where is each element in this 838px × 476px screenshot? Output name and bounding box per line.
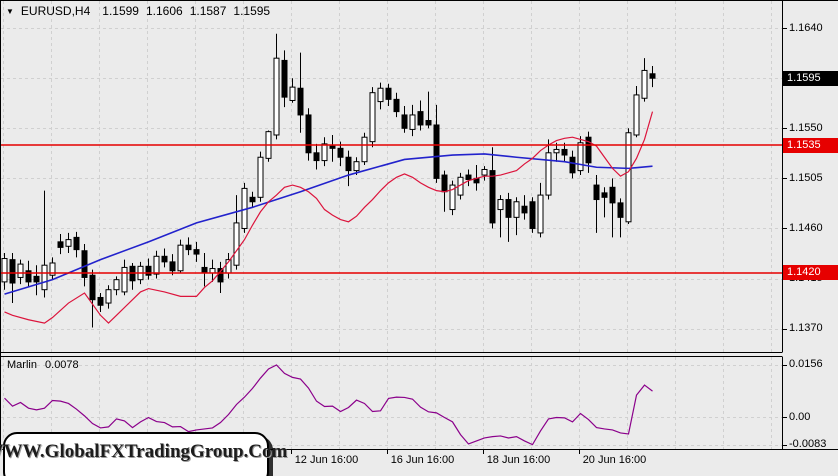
time-tick-label: 18 Jun 16:00 bbox=[486, 454, 551, 466]
price-tick-label: 1.1550 bbox=[789, 121, 823, 134]
watermark-badge: WWW.GlobalFXTradingGroup.Com bbox=[0, 432, 287, 476]
price-tick-label: 1.1640 bbox=[789, 21, 823, 34]
symbol-timeframe-label: EURUSD,H4 bbox=[20, 4, 91, 18]
indicator-header: Marlin 0.0078 bbox=[7, 359, 84, 371]
price-tick-label: 1.1505 bbox=[789, 171, 823, 184]
quote-close: 1.1595 bbox=[233, 4, 271, 18]
indicator-tick-label: 0.0156 bbox=[789, 358, 823, 371]
time-tick-label: 20 Jun 16:00 bbox=[582, 454, 647, 466]
price-tick-label: 1.1370 bbox=[789, 322, 823, 335]
time-tick-label: 16 Jun 16:00 bbox=[390, 454, 455, 466]
current-price-badge: 1.1595 bbox=[783, 70, 838, 86]
indicator-value-label: 0.0078 bbox=[45, 359, 79, 371]
quote-high: 1.1606 bbox=[145, 4, 183, 18]
time-tick-label: 12 Jun 16:00 bbox=[294, 454, 359, 466]
level-price-badge: 1.1420 bbox=[783, 265, 838, 281]
indicator-name-label: Marlin bbox=[7, 359, 37, 371]
symbol-dropdown-icon[interactable]: ▼ bbox=[6, 7, 14, 16]
quote-low: 1.1587 bbox=[189, 4, 227, 18]
level-price-badge: 1.1535 bbox=[783, 137, 838, 153]
chart-header: ▼ EURUSD,H4 1.1599 1.1606 1.1587 1.1595 bbox=[6, 4, 277, 18]
watermark-text: WWW.GlobalFXTradingGroup.Com bbox=[0, 441, 288, 462]
quote-open: 1.1599 bbox=[102, 4, 139, 18]
price-tick-label: 1.1460 bbox=[789, 221, 823, 234]
indicator-tick-label: -0.0083 bbox=[789, 438, 827, 451]
indicator-tick-label: 0.00 bbox=[789, 410, 811, 423]
